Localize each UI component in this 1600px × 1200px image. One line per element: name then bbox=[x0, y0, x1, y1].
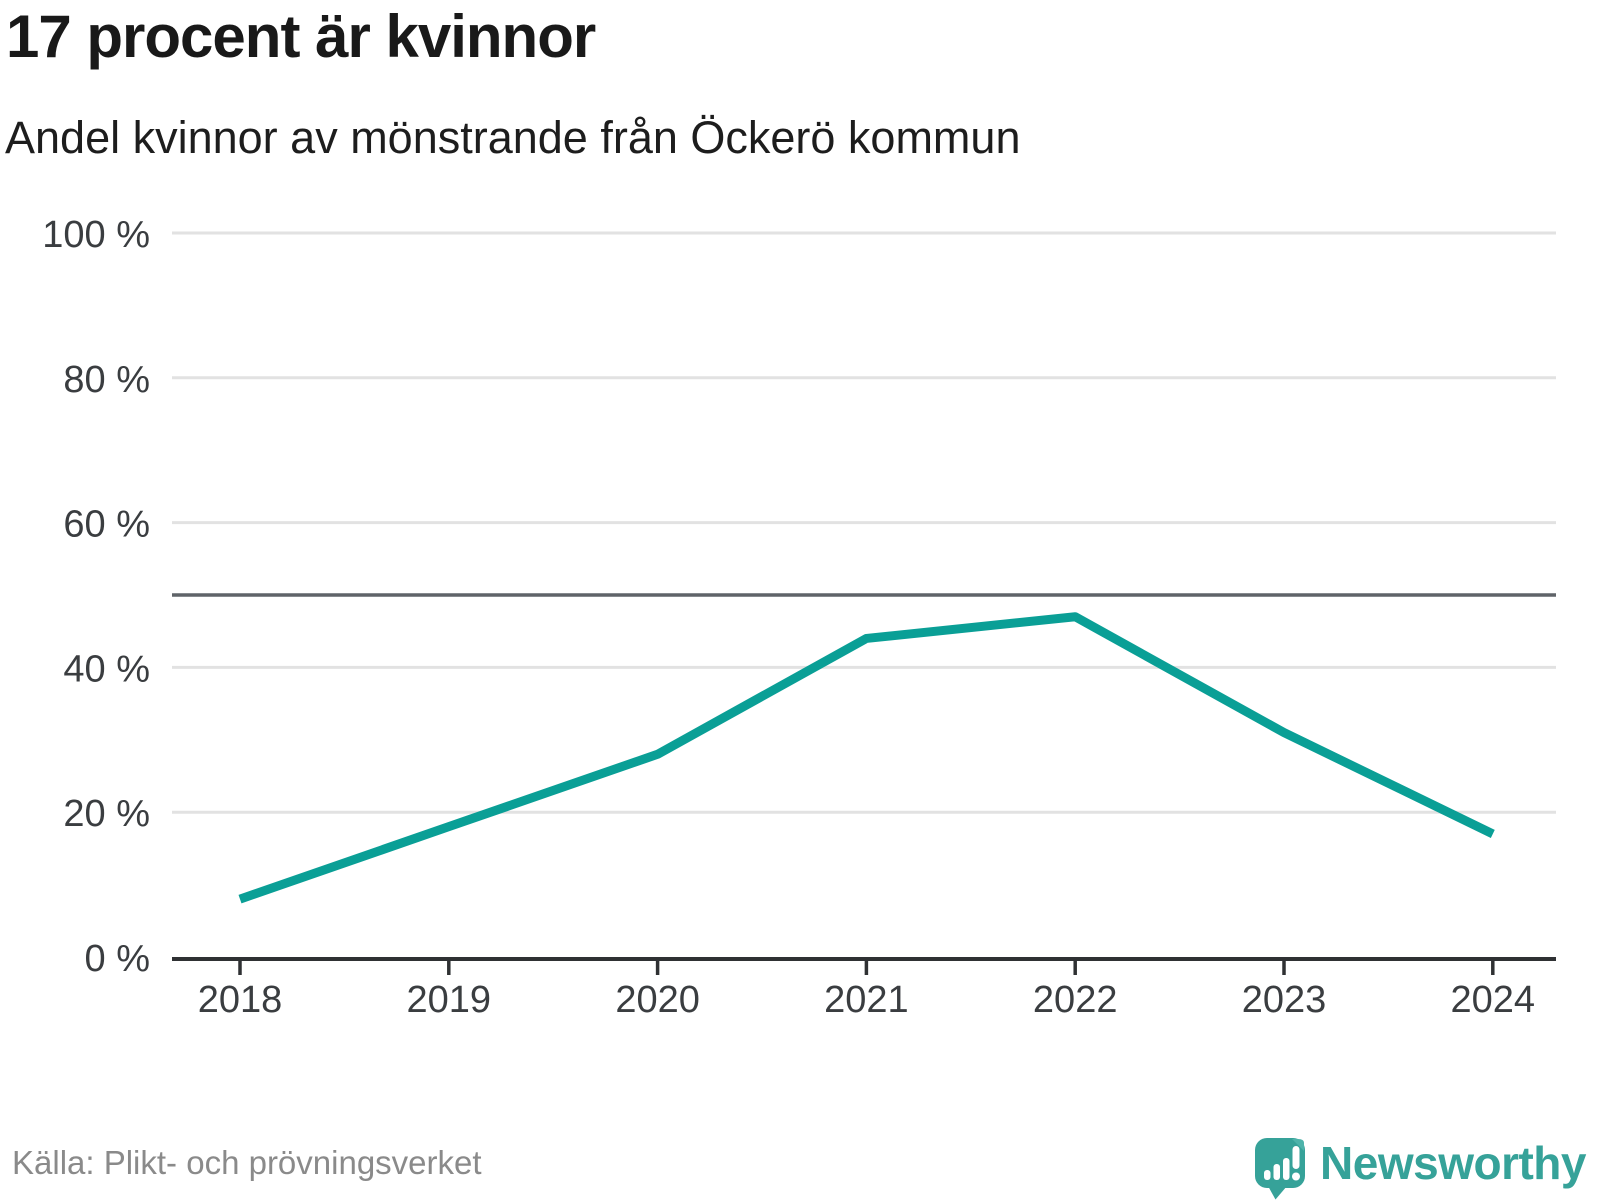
newsworthy-logo-text: Newsworthy bbox=[1320, 1137, 1586, 1189]
x-axis-label: 2024 bbox=[1451, 979, 1536, 1021]
newsworthy-logo-icon bbox=[1255, 1138, 1306, 1200]
x-axis-label: 2023 bbox=[1242, 979, 1327, 1021]
x-axis-label: 2019 bbox=[407, 979, 492, 1021]
y-axis-label: 0 % bbox=[85, 938, 150, 980]
y-axis-label: 20 % bbox=[63, 793, 150, 835]
y-axis-label: 100 % bbox=[42, 214, 150, 256]
line-chart: 0 % 20 % 40 % 60 % 80 % 100 % 2018 2019 2020 2021… bbox=[0, 195, 1600, 1040]
chart-subtitle: Andel kvinnor av mönstrande från Öckerö … bbox=[5, 112, 1021, 163]
x-axis-label: 2020 bbox=[615, 979, 700, 1021]
page-title: 17 procent är kvinnor bbox=[6, 3, 596, 70]
x-axis-label: 2021 bbox=[824, 979, 909, 1021]
plot-area: 0 % 20 % 40 % 60 % 80 % 100 % 2018 2019 2020 2021… bbox=[42, 214, 1556, 1021]
chart-footer: Källa: Plikt- och prövningsverket Newswo… bbox=[12, 1120, 1586, 1200]
x-axis-label: 2022 bbox=[1033, 979, 1118, 1021]
y-axis-label: 80 % bbox=[63, 359, 150, 401]
y-axis-label: 60 % bbox=[63, 504, 150, 546]
data-line bbox=[238, 612, 1495, 904]
newsworthy-logo: Newsworthy bbox=[1254, 1136, 1586, 1200]
y-axis-label: 40 % bbox=[63, 648, 150, 690]
source-note: Källa: Plikt- och prövningsverket bbox=[12, 1144, 482, 1181]
x-axis-label: 2018 bbox=[198, 979, 283, 1021]
